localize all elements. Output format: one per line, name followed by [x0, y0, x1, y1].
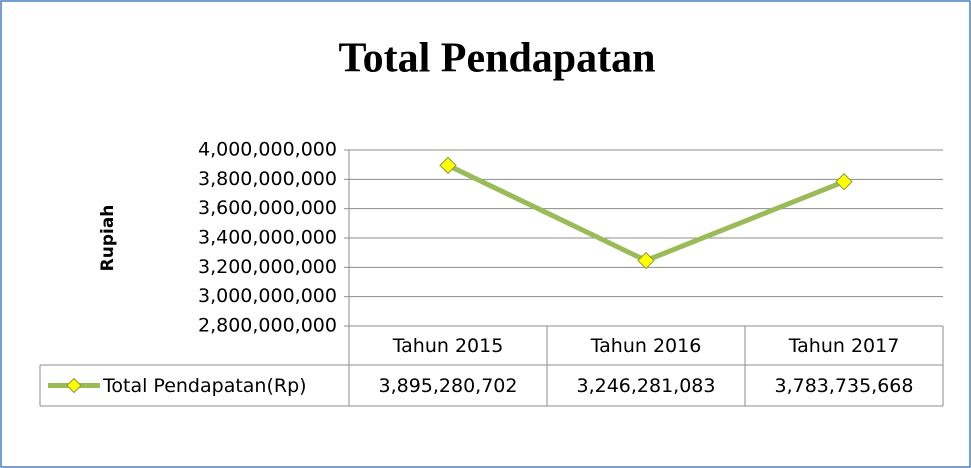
- y-tick-label: 4,000,000,000: [198, 139, 337, 161]
- x-tick-label: Tahun 2016: [590, 335, 702, 357]
- legend-label: Total Pendapatan(Rp): [102, 375, 307, 397]
- legend-marker: [66, 377, 82, 394]
- value-label: 3,783,735,668: [774, 375, 913, 397]
- point: [835, 173, 853, 191]
- y-tick-label: 3,200,000,000: [198, 256, 337, 278]
- point: [439, 156, 457, 175]
- x-tick-label: Tahun 2015: [392, 335, 504, 357]
- x-tick-label: Tahun 2017: [788, 335, 900, 357]
- chart-title: Total Pendapatan: [338, 36, 655, 82]
- y-axis-label: Rupiah: [98, 205, 118, 272]
- y-tick-label: 2,800,000,000: [198, 315, 337, 337]
- value-label: 3,246,281,083: [576, 375, 715, 397]
- value-label: 3,895,280,702: [378, 375, 517, 397]
- y-tick-label: 3,000,000,000: [198, 285, 337, 307]
- y-tick-label: 3,400,000,000: [198, 227, 337, 249]
- y-tick-label: 3,600,000,000: [198, 197, 337, 219]
- point: [637, 251, 655, 270]
- y-tick-label: 3,800,000,000: [198, 168, 337, 190]
